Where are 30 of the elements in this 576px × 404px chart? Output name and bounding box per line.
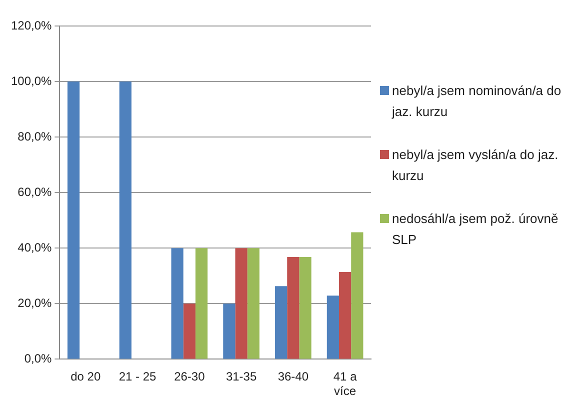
y-tick-label: 40,0% <box>18 240 52 254</box>
bar <box>275 286 288 359</box>
bar <box>195 248 208 359</box>
legend-label: nedosáhl/a jsem pož. úrovně SLP <box>392 210 560 249</box>
bar <box>235 248 248 359</box>
bar <box>287 257 300 359</box>
bar <box>351 232 364 359</box>
bar <box>183 304 196 359</box>
y-tick-label: 120,0% <box>10 18 52 32</box>
y-tick-label: 0,0% <box>24 352 52 366</box>
x-tick-label: 41 a více <box>333 370 358 398</box>
y-tick-label: 80,0% <box>18 129 52 144</box>
bar <box>299 257 312 359</box>
bar <box>247 248 260 359</box>
bar <box>223 304 236 359</box>
bar <box>171 248 184 359</box>
bar <box>339 272 352 359</box>
x-tick-label: 21 - 25 <box>118 370 157 384</box>
x-tick-label: 26-30 <box>174 370 206 384</box>
bar <box>67 82 80 359</box>
y-tick-label: 60,0% <box>18 184 52 199</box>
y-tick-label: 100,0% <box>10 74 52 88</box>
y-tick-label: 20,0% <box>18 296 52 310</box>
legend-label: nebyl/a jsem vyslán/a do jaz. kurzu <box>392 146 560 185</box>
legend-label: nebyl/a jsem nominován/a do jaz. kurzu <box>392 82 562 121</box>
bar <box>119 82 132 359</box>
bar <box>326 296 340 359</box>
x-tick-label: do 20 <box>70 370 101 384</box>
x-tick-label: 31-35 <box>226 370 257 384</box>
x-tick-label: 36-40 <box>278 370 309 384</box>
